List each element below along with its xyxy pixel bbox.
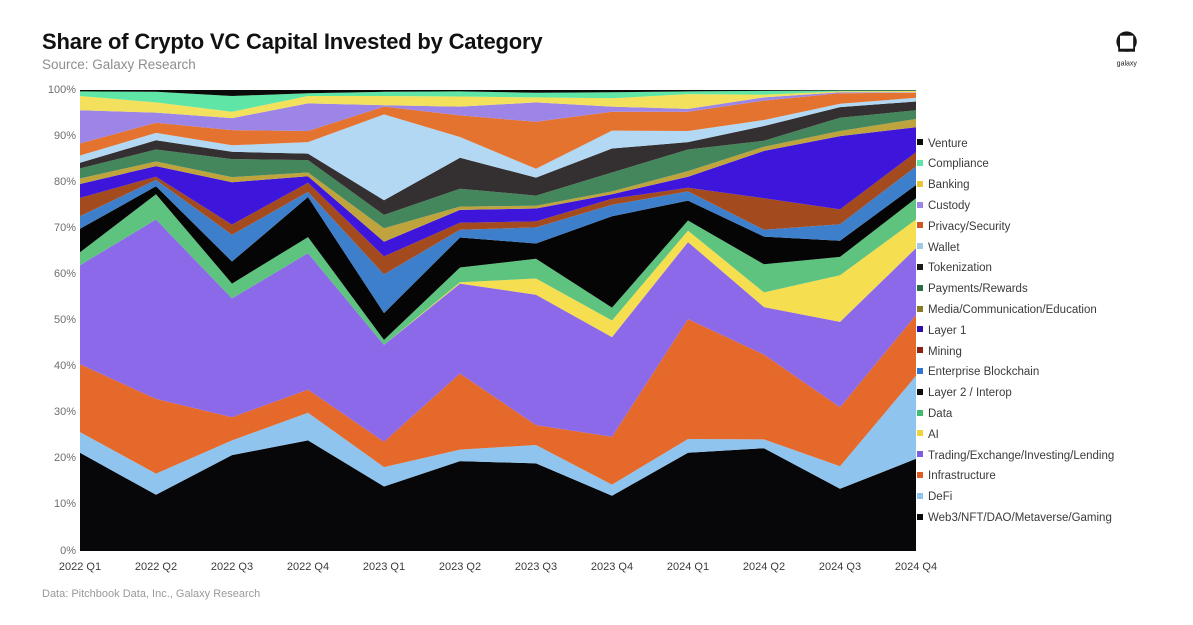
svg-text:galaxy: galaxy — [1117, 61, 1138, 68]
